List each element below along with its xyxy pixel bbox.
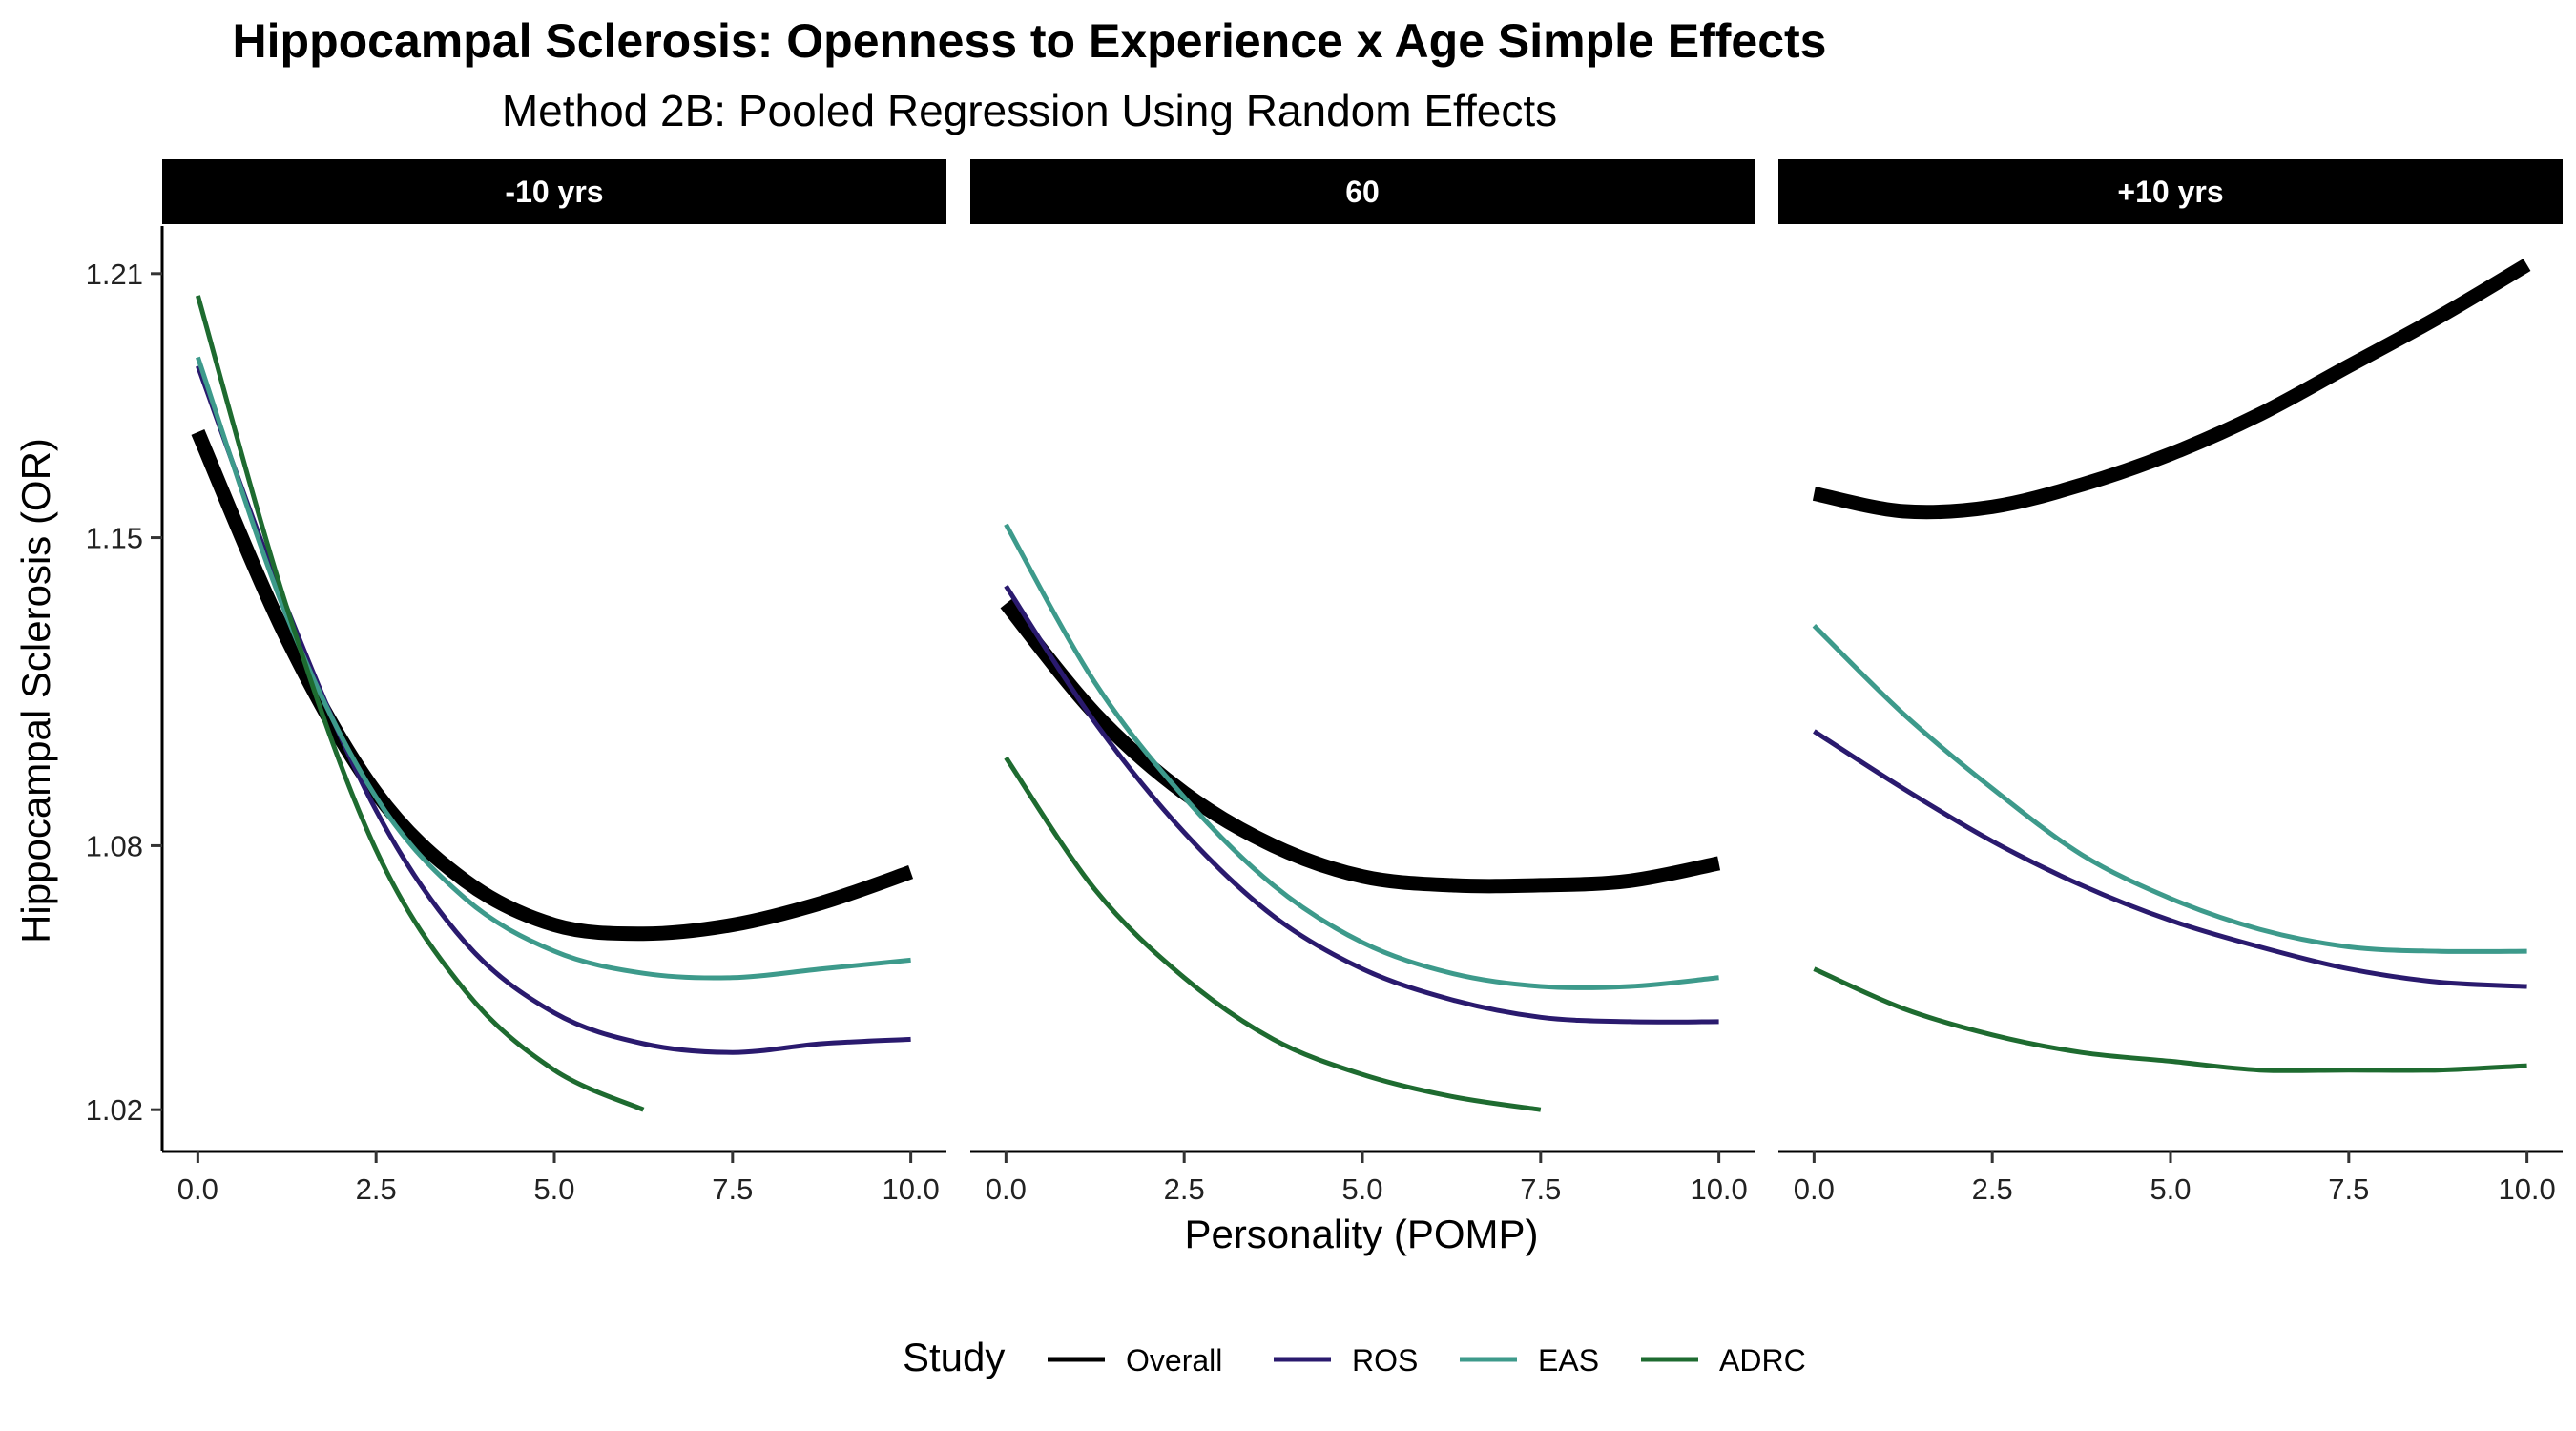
facet-strip-label: -10 yrs [505, 175, 603, 209]
series-line-eas [1004, 523, 1719, 990]
x-tick-label: 5.0 [1341, 1172, 1382, 1206]
series-line-adrc [195, 295, 645, 1112]
x-tick-label: 10.0 [1690, 1172, 1747, 1206]
facet-strip-label: 60 [1345, 175, 1380, 209]
x-tick-label: 2.5 [1164, 1172, 1205, 1206]
x-axis-title: Personality (POMP) [1184, 1212, 1538, 1256]
y-tick-label: 1.21 [86, 258, 143, 291]
legend-label: ROS [1352, 1343, 1418, 1378]
x-tick-label: 0.0 [177, 1172, 218, 1206]
series-line-ros [1004, 584, 1719, 1025]
y-tick-label: 1.08 [86, 829, 143, 862]
facet-panel-10-yrs: +10 yrs 0.0 2.5 5.0 7.5 10.0 [1778, 159, 2563, 1206]
legend-item-overall: Overall [1048, 1343, 1222, 1378]
y-tick-label: 1.02 [86, 1093, 143, 1127]
legend-label: ADRC [1719, 1343, 1806, 1378]
chart-title: Hippocampal Sclerosis: Openness to Exper… [233, 14, 1827, 68]
legend-item-ros: ROS [1274, 1343, 1418, 1378]
x-tick-label: 2.5 [1972, 1172, 2013, 1206]
x-tick-label: 10.0 [2498, 1172, 2555, 1206]
facet-strip-label: +10 yrs [2117, 175, 2223, 209]
facet-strip [162, 159, 946, 224]
facet-panels: -10 yrs 0.0 2.5 5.0 7.5 10.0 1.02 1.08 1.15 1.21 6… [86, 159, 2563, 1206]
series-line-eas [196, 356, 911, 981]
facet-strip [970, 159, 1755, 224]
x-tick-label: 0.0 [986, 1172, 1027, 1206]
series-line-adrc [1004, 756, 1542, 1112]
legend-title: Study [903, 1335, 1005, 1379]
y-axis-title: Hippocampal Sclerosis (OR) [13, 438, 58, 944]
y-tick-label: 1.15 [86, 522, 143, 555]
x-tick-label: 5.0 [2150, 1172, 2191, 1206]
facet-panel-60: 60 0.0 2.5 5.0 7.5 10.0 [970, 159, 1755, 1206]
legend-label: EAS [1538, 1343, 1599, 1378]
series-line-adrc [1813, 966, 2527, 1073]
x-tick-label: 0.0 [1794, 1172, 1835, 1206]
x-tick-label: 7.5 [2328, 1172, 2369, 1206]
x-tick-label: 10.0 [882, 1172, 939, 1206]
legend-item-eas: EAS [1460, 1343, 1599, 1378]
series-line-ros [1813, 729, 2527, 989]
series-line-overall [1812, 259, 2531, 520]
x-tick-label: 7.5 [712, 1172, 753, 1206]
series-line-eas [1812, 624, 2527, 954]
legend-label: Overall [1126, 1343, 1222, 1378]
facet-panel-10-yrs: -10 yrs 0.0 2.5 5.0 7.5 10.0 1.02 1.08 1.15 1.21 [86, 159, 946, 1206]
x-tick-label: 7.5 [1520, 1172, 1561, 1206]
x-tick-label: 5.0 [533, 1172, 574, 1206]
chart-subtitle: Method 2B: Pooled Regression Using Rando… [502, 86, 1557, 135]
legend: Study Overall ROS EAS ADRC [903, 1335, 1806, 1379]
x-tick-label: 2.5 [356, 1172, 397, 1206]
legend-item-adrc: ADRC [1641, 1343, 1806, 1378]
series-line-overall [1000, 599, 1721, 894]
facet-strip [1778, 159, 2563, 224]
series-line-overall [191, 428, 914, 942]
